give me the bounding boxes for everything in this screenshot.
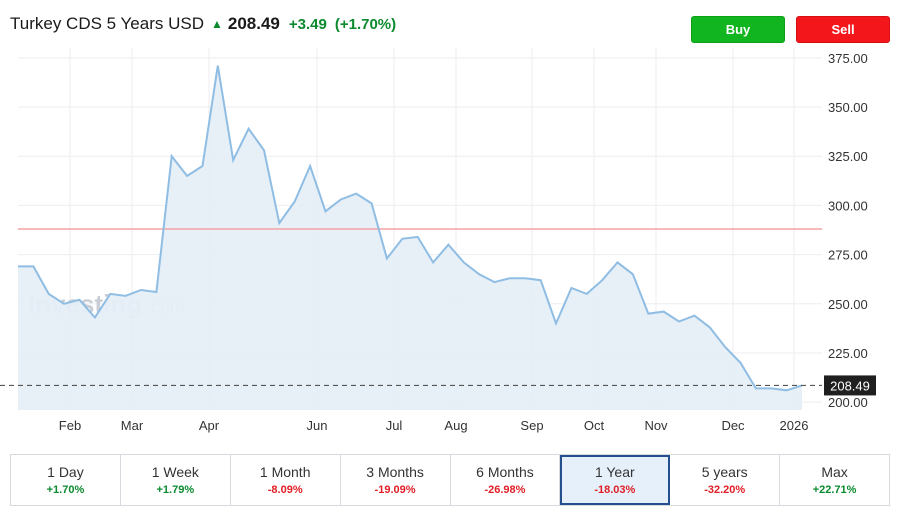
buy-button[interactable]: Buy [691,16,785,43]
range-change-value: -18.03% [594,484,636,496]
range-tab-1-month[interactable]: 1 Month -8.09% [231,455,341,505]
last-price-label: 208.49 [830,378,870,393]
price-series-line [18,65,803,392]
y-tick-label: 275.00 [828,248,868,263]
range-change-value: +1.70% [46,484,85,496]
range-label: 6 Months [476,464,534,480]
range-change-value: +22.71% [812,484,857,496]
range-change-value: +1.79% [156,484,195,496]
range-label: 1 Week [151,464,199,480]
range-tab-1-day[interactable]: 1 Day +1.70% [11,455,121,505]
y-tick-label: 200.00 [828,395,868,410]
range-label: 5 years [701,464,748,480]
range-change-value: -26.98% [484,484,526,496]
range-tab-5-years[interactable]: 5 years -32.20% [670,455,781,505]
y-tick-label: 350.00 [828,100,868,115]
range-change-value: -32.20% [704,484,746,496]
y-tick-label: 375.00 [828,51,868,66]
y-tick-label: 225.00 [828,346,868,361]
price-change-percent: (+1.70%) [334,15,397,33]
x-tick-label: Nov [644,418,668,433]
last-price: 208.49 [227,14,280,33]
range-tab-max[interactable]: Max +22.71% [780,455,889,505]
price-area-fill [18,65,802,410]
instrument-title: Turkey CDS 5 Years USD [10,14,204,33]
range-change-value: -19.09% [374,484,416,496]
x-tick-label: Apr [199,418,220,433]
range-label: 3 Months [366,464,424,480]
range-tab-1-year[interactable]: 1 Year -18.03% [560,455,671,505]
range-tab-3-months[interactable]: 3 Months -19.09% [341,455,451,505]
x-tick-label: Jul [386,418,403,433]
x-tick-label: Jun [307,418,328,433]
arrow-up-icon: ▲ [211,17,223,31]
x-tick-label: Oct [584,418,605,433]
range-tab-6-months[interactable]: 6 Months -26.98% [451,455,561,505]
range-label: 1 Day [47,464,84,480]
price-change: +3.49 [288,15,327,33]
instrument-header: Turkey CDS 5 Years USD ▲ 208.49 +3.49 (+… [10,10,396,38]
x-tick-label: Feb [59,418,81,433]
range-label: 1 Year [594,464,635,480]
x-tick-label: Aug [444,418,467,433]
x-tick-label: Mar [121,418,144,433]
x-tick-label: Sep [520,418,543,433]
price-chart[interactable]: Investing.com 200.00225.00250.00275.0030… [0,48,900,448]
x-tick-label: Dec [721,418,745,433]
last-price-badge [824,375,876,396]
y-tick-label: 250.00 [828,297,868,312]
range-tab-1-week[interactable]: 1 Week +1.79% [121,455,231,505]
range-label: Max [821,464,848,480]
range-label: 1 Month [259,464,311,480]
y-tick-label: 300.00 [828,198,868,213]
y-tick-label: 325.00 [828,149,868,164]
range-change-value: -8.09% [267,484,303,496]
time-range-selector: 1 Day +1.70% 1 Week +1.79% 1 Month -8.09% 3 Mo… [10,454,890,506]
sell-button[interactable]: Sell [796,16,890,43]
x-tick-label: 2026 [780,418,809,433]
